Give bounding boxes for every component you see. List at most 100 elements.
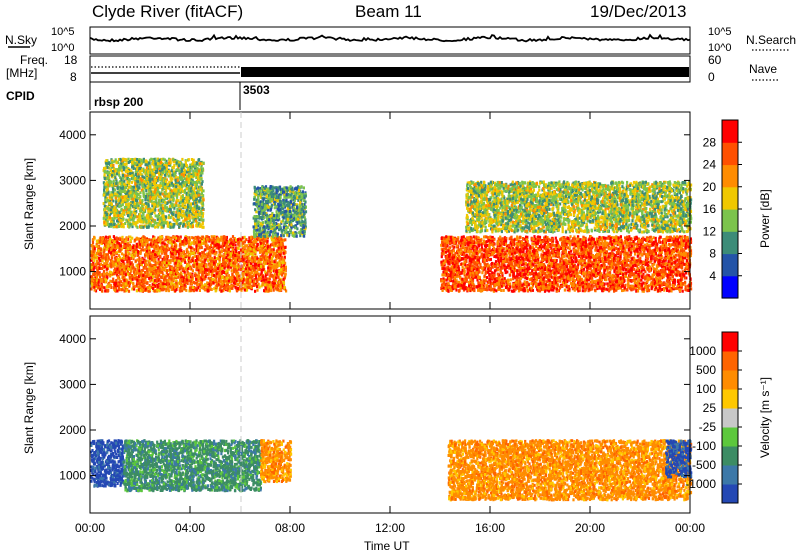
echo-cell [223, 263, 226, 267]
echo-cell [251, 280, 254, 284]
echo-cell [96, 256, 99, 260]
echo-cell [220, 254, 223, 258]
echo-cell [168, 276, 171, 279]
echo-cell [99, 273, 102, 277]
echo-cell [103, 242, 106, 246]
echo-cell [224, 259, 227, 262]
echo-cell [202, 284, 206, 288]
echo-cell [139, 273, 142, 277]
echo-cell [117, 258, 120, 261]
echo-cell [103, 272, 106, 276]
echo-cell [128, 243, 131, 247]
echo-cell [229, 265, 233, 269]
echo-cell [177, 239, 180, 243]
echo-cell [243, 262, 246, 266]
echo-cell [281, 242, 284, 246]
echo-cell [139, 262, 142, 266]
echo-cell [224, 251, 227, 255]
echo-cell [204, 275, 207, 279]
echo-cell [283, 249, 286, 253]
echo-cell [189, 279, 193, 283]
echo-cell [208, 246, 212, 249]
echo-cell [153, 194, 156, 197]
echo-cell [201, 273, 204, 277]
echo-cell [111, 250, 114, 253]
echo-cell [126, 250, 129, 254]
echo-cell [163, 252, 166, 256]
echo-cell [106, 196, 109, 200]
echo-cell [127, 266, 130, 270]
echo-cell [238, 258, 241, 262]
echo-cell [148, 284, 151, 287]
echo-cell [267, 264, 270, 268]
echo-cell [258, 277, 261, 280]
echo-cell [223, 279, 226, 283]
echo-cell [214, 279, 217, 282]
echo-cell [143, 240, 146, 244]
freq-tick-bottom: 8 [70, 70, 77, 84]
echo-cell [202, 161, 205, 165]
echo-cell [197, 254, 200, 258]
echo-cell [177, 272, 180, 276]
echo-cell [210, 256, 214, 260]
echo-cell [187, 264, 190, 268]
echo-cell [127, 157, 130, 161]
echo-cell [92, 250, 95, 254]
echo-cell [107, 182, 110, 185]
echo-cell [132, 246, 135, 249]
echo-cell [254, 240, 258, 243]
echo-cell [118, 265, 121, 269]
echo-cell [99, 275, 102, 279]
echo-cell [279, 287, 282, 291]
echo-cell [121, 215, 124, 219]
echo-cell [126, 255, 129, 259]
echo-cell [194, 251, 197, 255]
echo-cell [204, 268, 207, 271]
echo-cell [237, 241, 240, 245]
echo-cell [183, 259, 186, 263]
date-title: 19/Dec/2013 [590, 2, 686, 21]
echo-cell [113, 288, 117, 292]
echo-cell [177, 264, 180, 268]
echo-cell [148, 266, 151, 270]
echo-cell [262, 278, 265, 282]
echo-cell [195, 277, 198, 281]
echo-cell [184, 260, 187, 264]
echo-cell [215, 275, 218, 278]
echo-cell [123, 271, 126, 275]
echo-cell [188, 254, 191, 257]
echo-cell [97, 285, 100, 289]
echo-cell [277, 273, 280, 276]
echo-cell [193, 260, 196, 264]
cpid-label: CPID [6, 89, 35, 103]
echo-cell [257, 247, 260, 251]
echo-cell [252, 243, 255, 247]
echo-cell [170, 181, 173, 185]
echo-cell [239, 238, 242, 242]
echo-cell [123, 278, 126, 282]
echo-cell [115, 177, 118, 181]
echo-cell [113, 263, 116, 267]
echo-cell [98, 263, 101, 267]
echo-cell [119, 238, 122, 242]
echo-cell [184, 267, 187, 271]
echo-cell [93, 266, 96, 270]
echo-cell [225, 235, 228, 239]
echo-cell [170, 258, 173, 262]
echo-cell [164, 278, 167, 282]
echo-cell [278, 261, 281, 265]
echo-cell [183, 277, 186, 281]
echo-cell [170, 288, 173, 291]
echo-cell [171, 245, 174, 249]
echo-cell [165, 264, 168, 268]
echo-cell [264, 283, 267, 287]
echo-cell [248, 267, 251, 271]
echo-cell [94, 255, 97, 259]
echo-cell [245, 244, 248, 248]
echo-cell [264, 256, 267, 260]
echo-cell [193, 254, 196, 258]
echo-cell [152, 180, 155, 184]
echo-cell [164, 221, 167, 225]
echo-cell [246, 276, 249, 280]
echo-cell [239, 257, 242, 261]
